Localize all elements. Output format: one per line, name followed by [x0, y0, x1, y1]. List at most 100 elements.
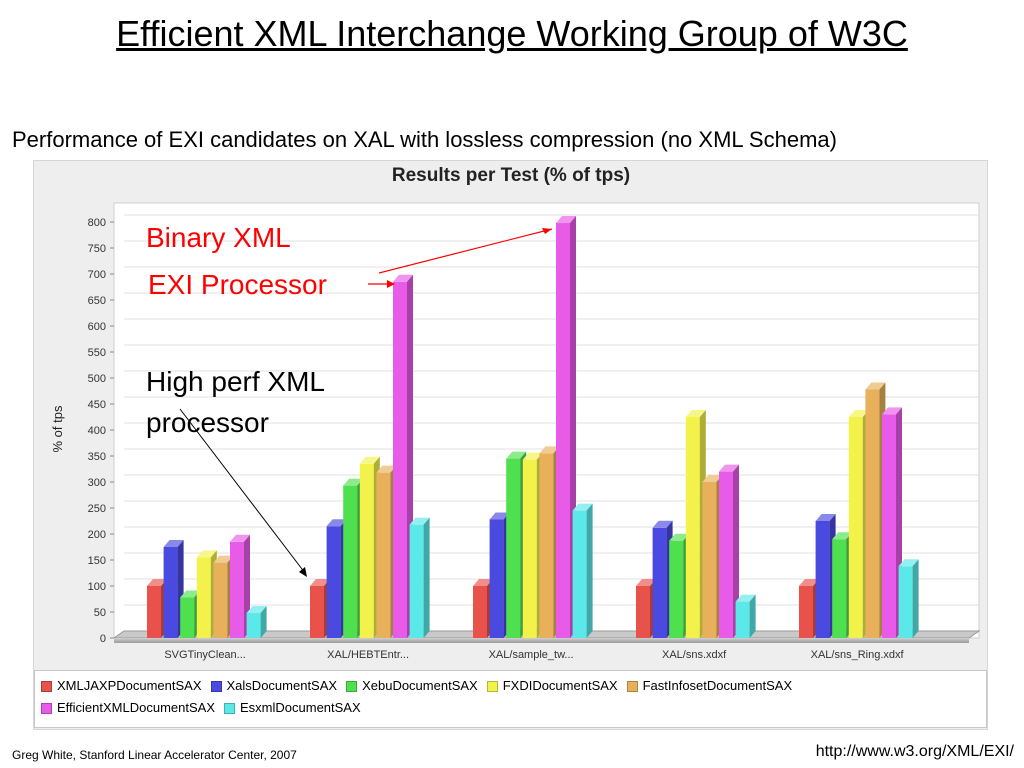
bar-top — [473, 579, 493, 586]
bar-top — [669, 533, 690, 541]
bar-front — [310, 586, 324, 638]
legend-swatch — [224, 702, 235, 714]
y-tick-label: 700 — [88, 269, 106, 281]
bar-front — [163, 547, 178, 638]
legend-swatch — [626, 680, 638, 692]
arrow-line-high-perf — [179, 408, 306, 574]
bar-chart: Results per Test (% of tps) % of tps 0 50… — [50, 165, 981, 661]
legend-item: XebuDocumentSAX — [346, 675, 478, 697]
chart-floor-edge — [114, 638, 969, 643]
y-tick-label: 350 — [88, 451, 106, 463]
bar-front — [669, 540, 684, 638]
x-tick-label: XAL/HEBTEntr... — [327, 649, 409, 661]
legend-item: FXDIDocumentSAX — [486, 675, 618, 697]
bar-front — [685, 417, 700, 638]
arrowhead-binary-xml — [542, 228, 552, 234]
bar-top — [815, 514, 836, 521]
bar-front — [409, 524, 424, 638]
legend-label: FXDIDocumentSAX — [502, 678, 618, 693]
bar-front — [343, 485, 358, 638]
bar-front — [506, 458, 521, 638]
bar-front — [636, 586, 650, 638]
bar-side — [912, 559, 919, 638]
bar-front — [848, 417, 863, 638]
bar-front — [882, 414, 896, 638]
bar-top — [539, 446, 560, 454]
bar-front — [815, 521, 830, 638]
bar-top — [310, 579, 330, 586]
bar — [735, 594, 756, 638]
bar-top — [343, 478, 364, 486]
y-tick-label: 500 — [88, 373, 106, 385]
footer-credit: Greg White, Stanford Linear Accelerator … — [12, 748, 297, 762]
bar — [898, 559, 919, 638]
legend-label: XalsDocumentSAX — [226, 678, 338, 693]
bar-front — [246, 613, 261, 638]
chart-title: Results per Test (% of tps) — [392, 165, 630, 186]
arrowhead-exi-processor — [387, 280, 395, 288]
y-tick-label: 0 — [100, 633, 106, 645]
bar-side — [260, 606, 267, 638]
legend-item: FastInfosetDocumentSAX — [626, 675, 793, 697]
y-tick-label: 400 — [88, 425, 106, 437]
y-tick-labels: 0 50 100 150 200 250 300 350 400 450 500 550 600 650 7… — [88, 217, 106, 645]
y-tick-label: 800 — [88, 217, 106, 229]
slide-title: Efficient XML Interchange Working Group … — [116, 13, 908, 54]
x-tick-label: XAL/sns_Ring.xdxf — [811, 649, 905, 661]
bar-top — [489, 512, 510, 520]
bar-top — [230, 534, 250, 542]
bar-top — [409, 517, 430, 525]
arrowhead-high-perf — [299, 567, 307, 577]
bar — [246, 606, 267, 638]
y-tick-label: 150 — [88, 555, 106, 567]
bar-front — [719, 471, 733, 638]
annotation-high-perf-line2: processor — [146, 407, 269, 438]
bar-front — [652, 527, 667, 638]
y-tick-label: 100 — [88, 581, 106, 593]
legend-label: XMLJAXPDocumentSAX — [57, 678, 202, 693]
slide-subtitle: Performance of EXI candidates on XAL wit… — [12, 127, 837, 152]
bar-front — [572, 510, 587, 638]
x-tick-label: XAL/sns.xdxf — [662, 649, 727, 661]
bar-front — [393, 281, 407, 638]
bar-top — [556, 216, 576, 224]
bars — [147, 216, 919, 638]
bar-front — [702, 482, 717, 638]
bar-front — [898, 566, 913, 638]
bar-top — [799, 579, 819, 586]
x-tick-label: SVGTinyClean... — [164, 649, 246, 661]
bar — [556, 216, 576, 638]
footer-url[interactable]: http://www.w3.org/XML/EXI/ — [815, 743, 1014, 760]
bar-top — [506, 451, 527, 459]
bar-front — [539, 453, 554, 638]
bar-front — [326, 526, 341, 638]
bar-front — [473, 586, 487, 638]
bar-side — [586, 503, 593, 638]
y-tick-label: 300 — [88, 477, 106, 489]
arrow-line-binary-xml — [378, 228, 553, 274]
bar-side — [423, 517, 430, 638]
legend-label: EfficientXMLDocumentSAX — [57, 700, 215, 715]
y-axis-label: % of tps — [50, 405, 65, 452]
y-tick-label: 450 — [88, 399, 106, 411]
y-tick-label: 200 — [88, 529, 106, 541]
legend-swatch — [346, 680, 358, 692]
bar-side — [749, 594, 756, 638]
bar-top — [376, 465, 397, 473]
y-tick-label: 750 — [88, 243, 106, 255]
bar-top — [735, 594, 756, 602]
legend-label: FastInfosetDocumentSAX — [642, 678, 793, 693]
bar-front — [180, 597, 195, 638]
legend-row: EfficientXMLDocumentSAX EsxmlDocumentSAX — [41, 697, 980, 719]
bar-front — [832, 539, 847, 638]
bar-front — [213, 562, 228, 638]
bar-front — [147, 586, 161, 638]
bar — [409, 517, 430, 638]
y-tick-label: 250 — [88, 503, 106, 515]
bar-top — [719, 464, 739, 472]
bar-front — [556, 223, 570, 638]
chart-panel: Results per Test (% of tps) % of tps 0 50… — [33, 160, 988, 730]
y-tick-label: 50 — [94, 607, 106, 619]
legend-row: XMLJAXPDocumentSAX XalsDocumentSAX XebuDoc… — [41, 675, 980, 697]
legend-item: XMLJAXPDocumentSAX — [41, 675, 202, 697]
